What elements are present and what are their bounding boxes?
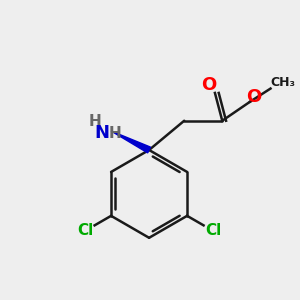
Text: N: N: [95, 124, 110, 142]
Text: CH₃: CH₃: [270, 76, 295, 88]
Text: O: O: [246, 88, 261, 106]
Text: Cl: Cl: [77, 224, 93, 238]
Text: H: H: [88, 114, 101, 129]
Text: H: H: [109, 126, 122, 141]
Text: O: O: [201, 76, 216, 94]
Polygon shape: [111, 131, 151, 153]
Text: Cl: Cl: [205, 224, 221, 238]
